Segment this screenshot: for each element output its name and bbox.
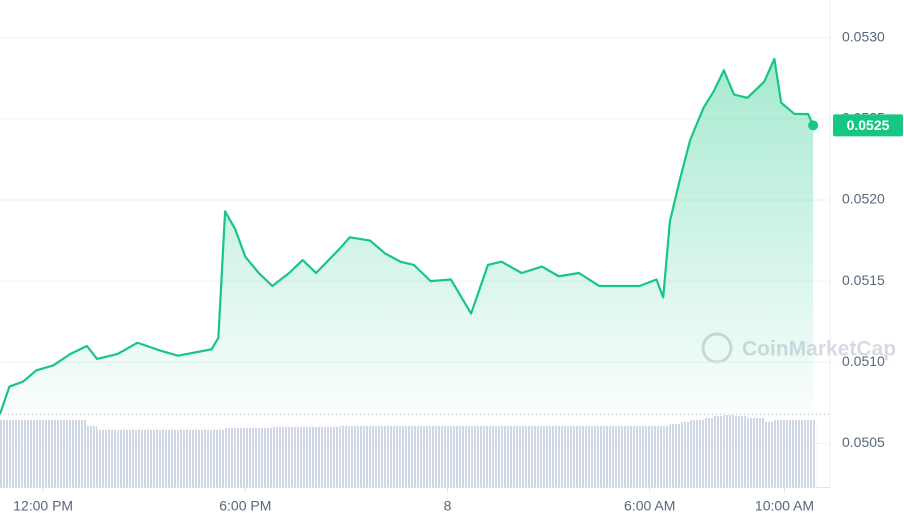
volume-bar <box>70 419 87 487</box>
volume-bar <box>656 425 664 487</box>
volume-bar <box>161 429 178 487</box>
volume-bar <box>471 425 488 487</box>
volume-bar <box>813 419 817 487</box>
volume-bar <box>764 421 775 487</box>
volume-bar <box>117 429 138 487</box>
volume-bar <box>22 419 37 487</box>
volume-bar <box>723 415 734 487</box>
volume-bar <box>177 429 195 487</box>
volume-bar <box>211 429 219 487</box>
x-tick-label: 10:00 AM <box>755 498 814 514</box>
volume-bar <box>53 419 71 487</box>
volume-bar <box>245 427 259 487</box>
volume-bar <box>36 419 54 487</box>
volume-bar <box>400 425 414 487</box>
volume-bar <box>316 426 340 487</box>
volume-bar <box>339 425 350 487</box>
volume-bar <box>0 419 10 487</box>
volume-bar <box>680 421 691 487</box>
volume-bar <box>86 425 98 487</box>
volume-bar <box>385 425 401 487</box>
x-tick-label: 6:00 PM <box>219 498 271 514</box>
volume-bar <box>349 425 371 487</box>
x-tick-label: 6:00 AM <box>624 498 675 514</box>
volume-bar <box>808 419 814 487</box>
volume-bar <box>501 425 522 487</box>
y-tick-label: 0.0515 <box>842 272 885 288</box>
volume-bar <box>690 419 704 487</box>
volume-bar <box>713 415 724 487</box>
volume-bar <box>578 425 600 487</box>
volume-bar <box>302 426 317 487</box>
volume-bar <box>9 419 23 487</box>
volume-bar <box>663 425 670 487</box>
volume-bar <box>781 419 795 487</box>
volume-bar <box>487 425 502 487</box>
volume-bar <box>521 425 542 487</box>
volume-bar <box>450 425 472 487</box>
y-tick-label: 0.0505 <box>842 434 885 450</box>
volume-bar <box>669 423 681 487</box>
volume-bar <box>235 427 246 487</box>
volume-bar <box>794 419 809 487</box>
price-line <box>0 57 815 415</box>
y-tick-label: 0.0520 <box>842 191 885 207</box>
y-tick-label: 0.0510 <box>842 353 885 369</box>
volume-bar <box>289 426 303 487</box>
price-tag <box>833 114 903 137</box>
volume-bar <box>258 427 273 487</box>
area <box>0 58 814 415</box>
volume-bar <box>774 419 782 487</box>
volume-bar <box>218 429 226 487</box>
y-tick-label: 0.0530 <box>842 28 885 44</box>
volume-bar <box>97 429 118 487</box>
last-price-dot <box>808 120 819 131</box>
volume-bar <box>541 425 559 487</box>
volume-bar <box>370 425 386 487</box>
volume-bar <box>747 417 765 487</box>
volume-bar <box>733 415 748 487</box>
volume-bar <box>599 425 627 487</box>
volume-bar <box>558 425 579 487</box>
price-tag-label: 0.0525 <box>847 117 890 133</box>
volume-bar <box>137 429 162 487</box>
x-tick-label: 8 <box>444 498 452 514</box>
volume-bar <box>639 425 657 487</box>
volume-bar <box>272 426 290 487</box>
volume-bar <box>430 425 451 487</box>
volume-bar <box>194 429 212 487</box>
volume-bar <box>413 425 431 487</box>
volume-bar <box>225 427 236 487</box>
volume-bar <box>703 417 714 487</box>
volume-bar <box>626 425 640 487</box>
x-tick-label: 12:00 PM <box>13 498 73 514</box>
